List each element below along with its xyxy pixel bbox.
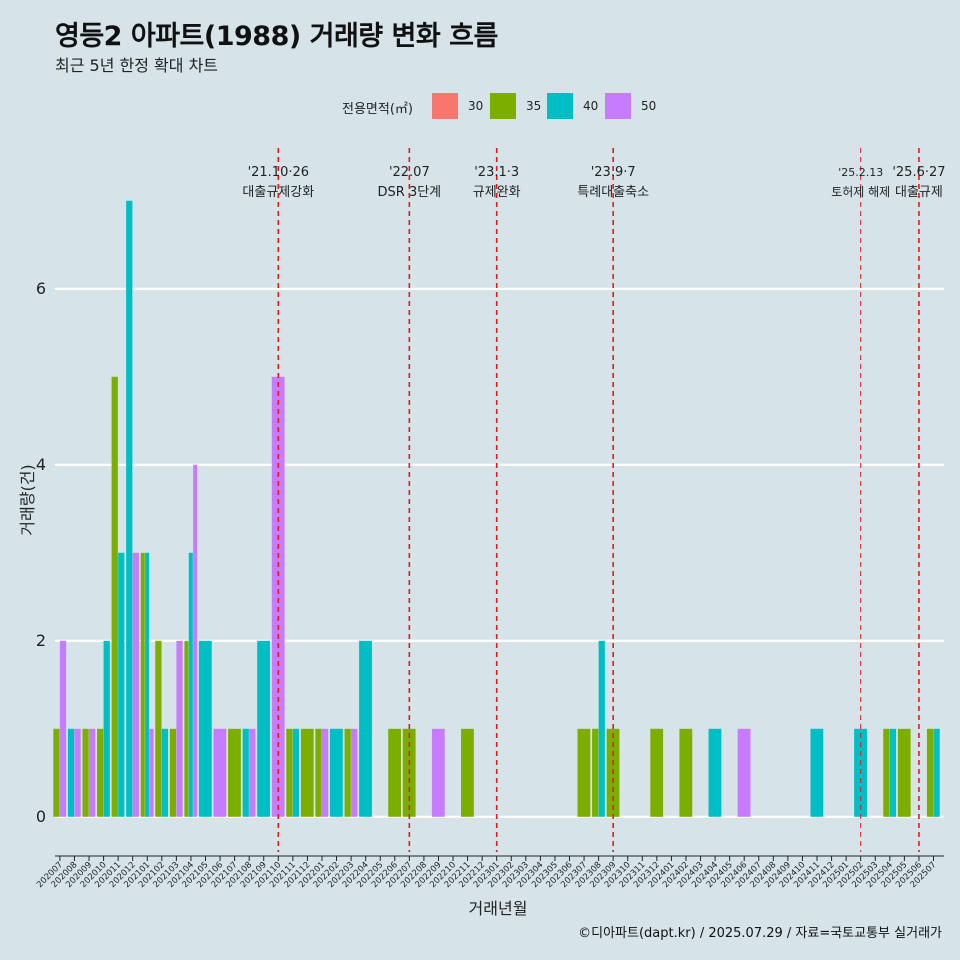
bar-202402-35	[679, 728, 693, 817]
bar-202102-35	[155, 640, 162, 817]
annotations: '21.10·26 대출규제강화 '22.07 DSR 3단계 '23.1·3 규제완화 '…	[242, 148, 946, 852]
bar-202111-35	[286, 728, 293, 817]
annotation-label: 대출규제	[895, 185, 943, 200]
annotation-date: '25.2.13	[838, 166, 883, 179]
y-axis-label: 거래량(건)	[18, 464, 37, 535]
bar-202107-35	[228, 728, 241, 817]
bar-202012-50	[132, 552, 139, 817]
legend-swatch-35	[490, 93, 516, 119]
bar-202012-40	[126, 200, 133, 817]
legend-label-40: 40	[583, 99, 599, 113]
bar-202307-35	[577, 728, 591, 817]
bar-202009-50	[89, 728, 96, 817]
bars	[53, 200, 940, 817]
bar-202203-50	[351, 728, 358, 817]
bar-202507-35	[926, 728, 934, 817]
bar-202404-40	[708, 728, 722, 817]
annotation-date: '23.1·3	[474, 165, 519, 180]
bar-202105-40	[198, 640, 212, 817]
bar-202104-50	[193, 464, 198, 817]
y-tick-label: 0	[36, 807, 46, 826]
legend-swatch-30	[432, 93, 458, 119]
chart-subtitle: 최근 5년 한정 확대 차트	[55, 56, 219, 75]
annotation-date: '21.10·26	[248, 165, 309, 180]
legend-label-35: 35	[526, 99, 542, 113]
y-axis: 0 2 4 6	[36, 279, 46, 826]
bar-202209-50	[431, 728, 445, 817]
bar-202008-50	[74, 728, 81, 817]
bar-202007-50	[59, 640, 67, 817]
bar-202103-50	[176, 640, 183, 817]
bar-202507-40	[933, 728, 940, 817]
bar-202201-35	[315, 728, 322, 817]
bar-202504-40	[889, 728, 897, 817]
x-axis-label: 거래년월	[469, 899, 528, 918]
bar-202206-35	[388, 728, 402, 817]
bar-202102-40	[161, 728, 169, 817]
bar-202203-35	[344, 728, 351, 817]
bar-202112-35	[300, 728, 314, 817]
bar-202406-50	[737, 728, 751, 817]
bar-202011-40	[118, 552, 125, 817]
bar-202008-40	[67, 728, 75, 817]
bar-202106-50	[213, 728, 227, 817]
annotation-label: 대출규제강화	[242, 185, 314, 200]
bar-202010-40	[103, 640, 110, 817]
annotation-date: '23.9·7	[591, 165, 636, 180]
annotation-date: '22.07	[389, 165, 430, 180]
bar-202101-35	[140, 552, 145, 817]
legend-label-50: 50	[641, 99, 657, 113]
bar-202011-35	[111, 376, 118, 817]
bar-202111-40	[292, 728, 300, 817]
bar-202010-35	[97, 728, 104, 817]
annotation-label: DSR 3단계	[378, 185, 442, 200]
bar-202201-50	[321, 728, 329, 817]
bar-202308-35	[592, 728, 599, 817]
bar-202101-50	[149, 728, 154, 817]
bar-202505-35	[897, 728, 911, 817]
annotation-label: 특례대출축소	[577, 185, 649, 200]
annotation-label: 규제완화	[473, 185, 521, 200]
bar-202312-35	[650, 728, 664, 817]
bar-202110-50	[271, 376, 285, 817]
bar-202202-40	[329, 728, 343, 817]
chart-title: 영등2 아파트(1988) 거래량 변화 흐름	[55, 21, 498, 52]
legend: 전용면적(㎡) 30 35 40 50	[0, 93, 960, 121]
legend-swatch-40	[547, 93, 573, 119]
bar-202101-40	[145, 552, 150, 817]
annotation-label: 토허제 해제	[831, 185, 890, 199]
bar-202103-35	[169, 728, 177, 817]
bar-202104-35	[184, 640, 189, 817]
bar-202007-35	[53, 728, 60, 817]
bar-202308-40	[598, 640, 605, 817]
y-tick-label: 4	[36, 455, 46, 474]
annotation-date: '25.6·27	[892, 165, 945, 180]
x-axis: 2020072020082020092020102020112020122021…	[35, 855, 944, 890]
bar-202411-40	[810, 728, 824, 817]
legend-title: 전용면적(㎡)	[342, 102, 413, 117]
bar-202211-35	[461, 728, 474, 817]
footer-credit: ©디아파트(dapt.kr) / 2025.07.29 / 자료=국토교통부 실…	[578, 926, 942, 941]
bar-202108-50	[249, 728, 256, 817]
bar-202504-35	[883, 728, 890, 817]
y-tick-label: 2	[36, 631, 46, 650]
legend-swatch-50	[605, 93, 631, 119]
bar-202204-40	[359, 640, 372, 817]
bar-202009-35	[82, 728, 89, 817]
legend-label-30: 30	[468, 99, 484, 113]
bar-202109-40	[257, 640, 270, 817]
bar-202104-40	[188, 552, 193, 817]
bar-202108-40	[242, 728, 249, 817]
y-tick-label: 6	[36, 279, 46, 298]
